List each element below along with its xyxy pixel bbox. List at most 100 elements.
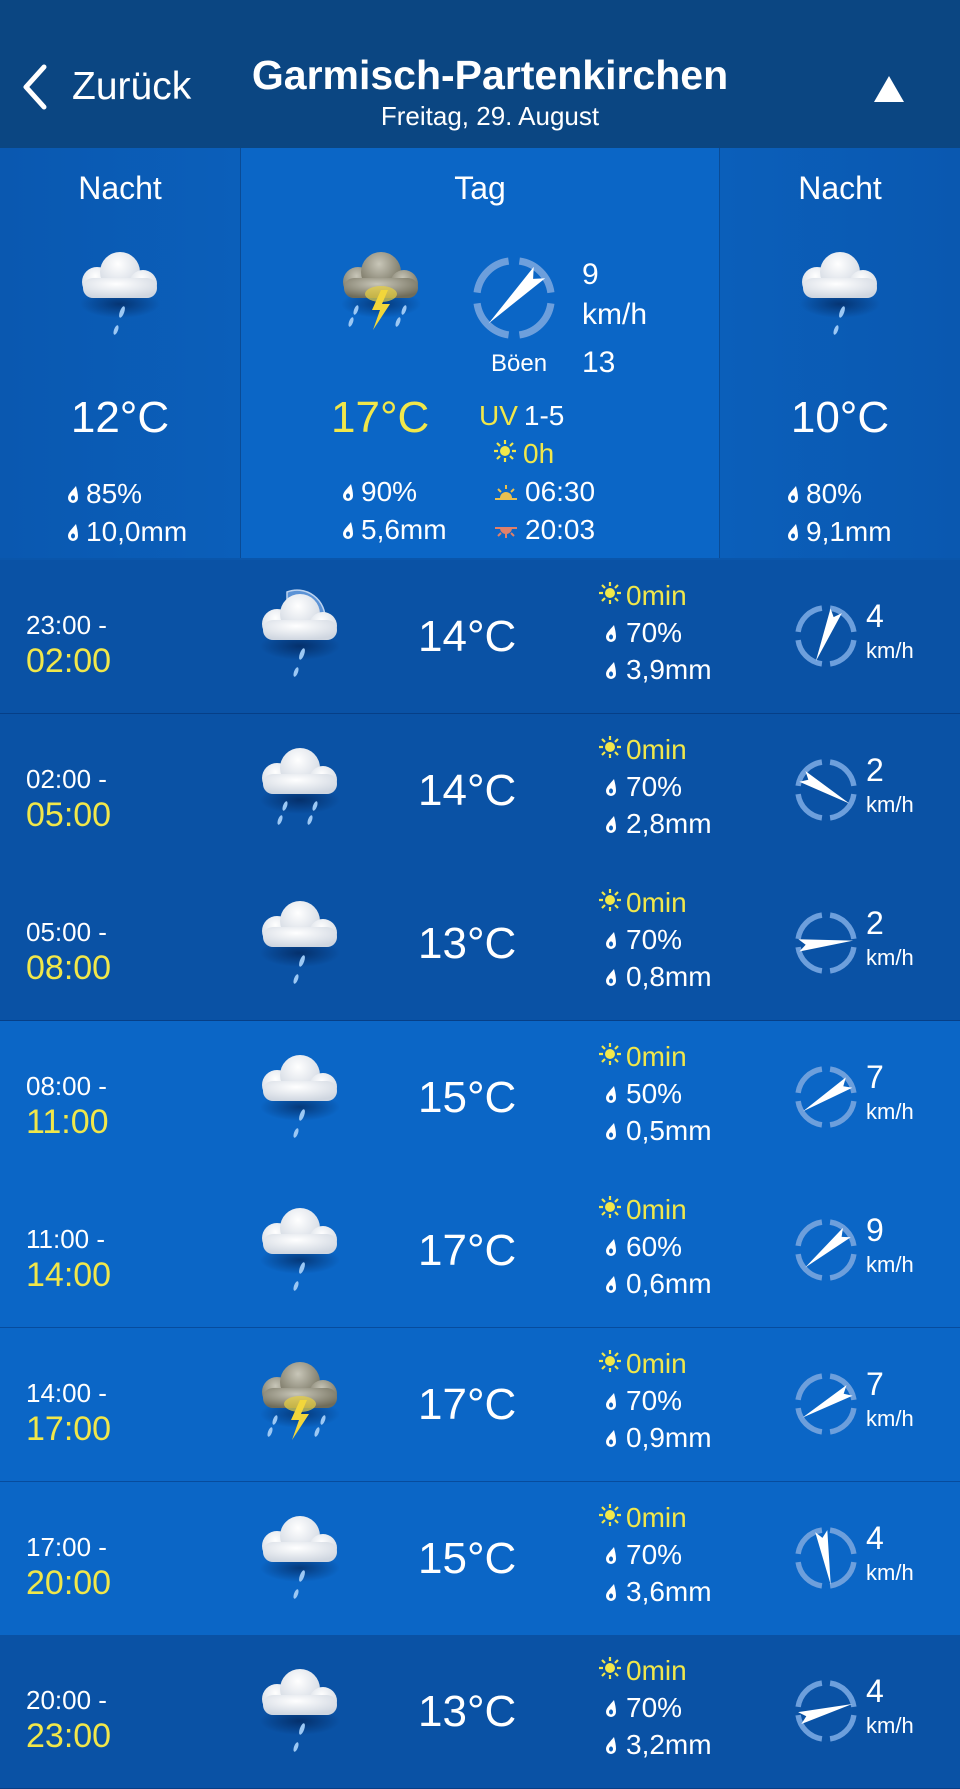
hourly-row[interactable]: 20:00 -23:00 13°C 0min 70% 3,2mm 4 km/h bbox=[0, 1635, 960, 1789]
precip-prob: 60% bbox=[626, 1231, 683, 1263]
time-to: 17:00 bbox=[26, 1410, 112, 1448]
sunshine-duration: 0min bbox=[626, 887, 687, 919]
drop-icon bbox=[604, 808, 618, 840]
precip-amount: 3,2mm bbox=[626, 1729, 712, 1761]
period-day: Tag 9 km/h Böen 13 17°C UV 1-5 0h 90% 5,6… bbox=[240, 148, 720, 558]
wind-compass-icon bbox=[792, 756, 860, 824]
period-temp: 17°C bbox=[331, 393, 430, 442]
wind-compass-icon bbox=[792, 1063, 860, 1131]
drop-icon bbox=[66, 516, 80, 548]
sun-icon bbox=[598, 734, 622, 766]
cloud-rain-icon bbox=[245, 1655, 355, 1765]
sunshine-duration: 0min bbox=[626, 733, 687, 765]
drop-icon bbox=[604, 1268, 618, 1300]
gust-label: Böen bbox=[491, 350, 548, 377]
wind-unit: km/h bbox=[866, 945, 914, 971]
drop-icon bbox=[341, 476, 355, 508]
wind-speed: 7 bbox=[866, 1366, 884, 1402]
back-button[interactable]: Zurück bbox=[20, 62, 191, 112]
period-night-before: Nacht 12°C 85% 10,0mm bbox=[0, 148, 240, 558]
wind-compass-icon bbox=[792, 1370, 860, 1438]
hourly-row[interactable]: 08:00 -11:00 15°C 0min 50% 0,5mm 7 km/h bbox=[0, 1020, 960, 1175]
sunset-icon bbox=[495, 527, 517, 538]
drop-icon bbox=[604, 1231, 618, 1263]
hourly-row[interactable]: 05:00 -08:00 13°C 0min 70% 0,8mm 2 km/h bbox=[0, 867, 960, 1022]
wind-unit: km/h bbox=[866, 791, 914, 817]
precip-prob: 70% bbox=[626, 1692, 683, 1724]
day-summary: Nacht 12°C 85% 10,0mm Tag 9 km/h Böen 13… bbox=[0, 148, 960, 558]
drop-icon bbox=[66, 478, 80, 510]
period-label: Tag bbox=[454, 170, 506, 206]
time-from: 02:00 - bbox=[26, 763, 107, 794]
hourly-row[interactable]: 11:00 -14:00 17°C 0min 60% 0,6mm 9 km/h bbox=[0, 1174, 960, 1329]
precip-prob: 50% bbox=[626, 1077, 683, 1109]
time-to: 23:00 bbox=[26, 1717, 112, 1756]
precip-prob: 70% bbox=[626, 1538, 683, 1570]
sun-icon bbox=[598, 1041, 622, 1073]
sunshine-duration: 0min bbox=[626, 1194, 687, 1226]
wind-unit: km/h bbox=[582, 298, 648, 331]
precip-amount: 3,6mm bbox=[626, 1575, 712, 1607]
precip-amount: 0,8mm bbox=[626, 961, 712, 993]
cloud-rain-icon bbox=[245, 887, 355, 997]
hourly-row[interactable]: 23:00 -02:00 14°C 0min 70% 3,9mm 4 km/h bbox=[0, 560, 960, 714]
time-from: 08:00 - bbox=[26, 1070, 107, 1101]
uv-value: 1-5 bbox=[523, 400, 565, 431]
hourly-row[interactable]: 02:00 -05:00 14°C 0min 70% 2,8mm 2 km/h bbox=[0, 713, 960, 868]
thunderstorm-icon bbox=[326, 238, 436, 348]
wind-unit: km/h bbox=[866, 1559, 914, 1585]
drop-icon bbox=[604, 1692, 618, 1724]
back-label: Zurück bbox=[72, 65, 192, 108]
time-to: 11:00 bbox=[26, 1102, 109, 1141]
time-to: 20:00 bbox=[26, 1563, 112, 1602]
drop-icon bbox=[604, 1729, 618, 1761]
sunshine-duration: 0min bbox=[626, 580, 687, 611]
drop-icon bbox=[604, 1539, 618, 1571]
sun-icon bbox=[598, 580, 622, 612]
sun-icon bbox=[598, 1348, 622, 1380]
precip-prob: 90% bbox=[361, 476, 418, 507]
wind-compass-icon bbox=[792, 1524, 860, 1592]
drop-icon bbox=[604, 1115, 618, 1147]
sun-icon bbox=[598, 1502, 622, 1534]
time-from: 20:00 - bbox=[26, 1685, 107, 1716]
triangle-up-icon[interactable] bbox=[872, 74, 906, 104]
sunshine-duration: 0h bbox=[523, 438, 555, 469]
time-from: 14:00 - bbox=[26, 1378, 107, 1408]
drop-icon bbox=[786, 478, 800, 510]
precip-prob: 70% bbox=[626, 1385, 683, 1416]
temperature: 13°C bbox=[418, 1687, 517, 1737]
precip-amount: 2,8mm bbox=[626, 807, 712, 839]
precip-prob: 85% bbox=[86, 478, 143, 509]
precip-amount: 9,1mm bbox=[806, 516, 892, 547]
drop-icon bbox=[786, 516, 800, 548]
wind-unit: km/h bbox=[866, 1098, 914, 1124]
cloud-rain-icon bbox=[785, 238, 895, 348]
sun-icon bbox=[598, 887, 622, 919]
wind-speed: 2 bbox=[866, 751, 884, 788]
sunset-time: 20:03 bbox=[525, 514, 596, 545]
cloud-rain-icon bbox=[245, 1194, 355, 1304]
wind-compass-icon bbox=[469, 253, 559, 343]
drop-icon bbox=[604, 1422, 618, 1454]
sun-icon bbox=[598, 1194, 622, 1226]
drop-icon bbox=[604, 617, 618, 649]
wind-unit: km/h bbox=[866, 638, 914, 663]
wind-speed: 7 bbox=[866, 1058, 884, 1095]
time-to: 08:00 bbox=[26, 949, 112, 988]
wind-unit: km/h bbox=[866, 1713, 914, 1739]
wind-speed: 4 bbox=[866, 1673, 884, 1710]
time-from: 05:00 - bbox=[26, 917, 107, 948]
cloud-thunderstorm-icon bbox=[245, 1348, 355, 1458]
drop-icon bbox=[604, 1385, 618, 1417]
sunshine-duration: 0min bbox=[626, 1655, 687, 1687]
gust-speed: 13 bbox=[582, 346, 616, 379]
period-label: Nacht bbox=[798, 170, 882, 206]
precip-amount: 0,6mm bbox=[626, 1268, 712, 1300]
sunshine-duration: 0min bbox=[626, 1348, 687, 1379]
wind-unit: km/h bbox=[866, 1406, 914, 1431]
wind-speed: 4 bbox=[866, 1519, 884, 1556]
hourly-row[interactable]: 17:00 -20:00 15°C 0min 70% 3,6mm 4 km/h bbox=[0, 1481, 960, 1636]
hourly-row[interactable]: 14:00 -17:00 17°C 0min 70% 0,9mm 7 km/h bbox=[0, 1328, 960, 1482]
time-from: 17:00 - bbox=[26, 1531, 107, 1562]
